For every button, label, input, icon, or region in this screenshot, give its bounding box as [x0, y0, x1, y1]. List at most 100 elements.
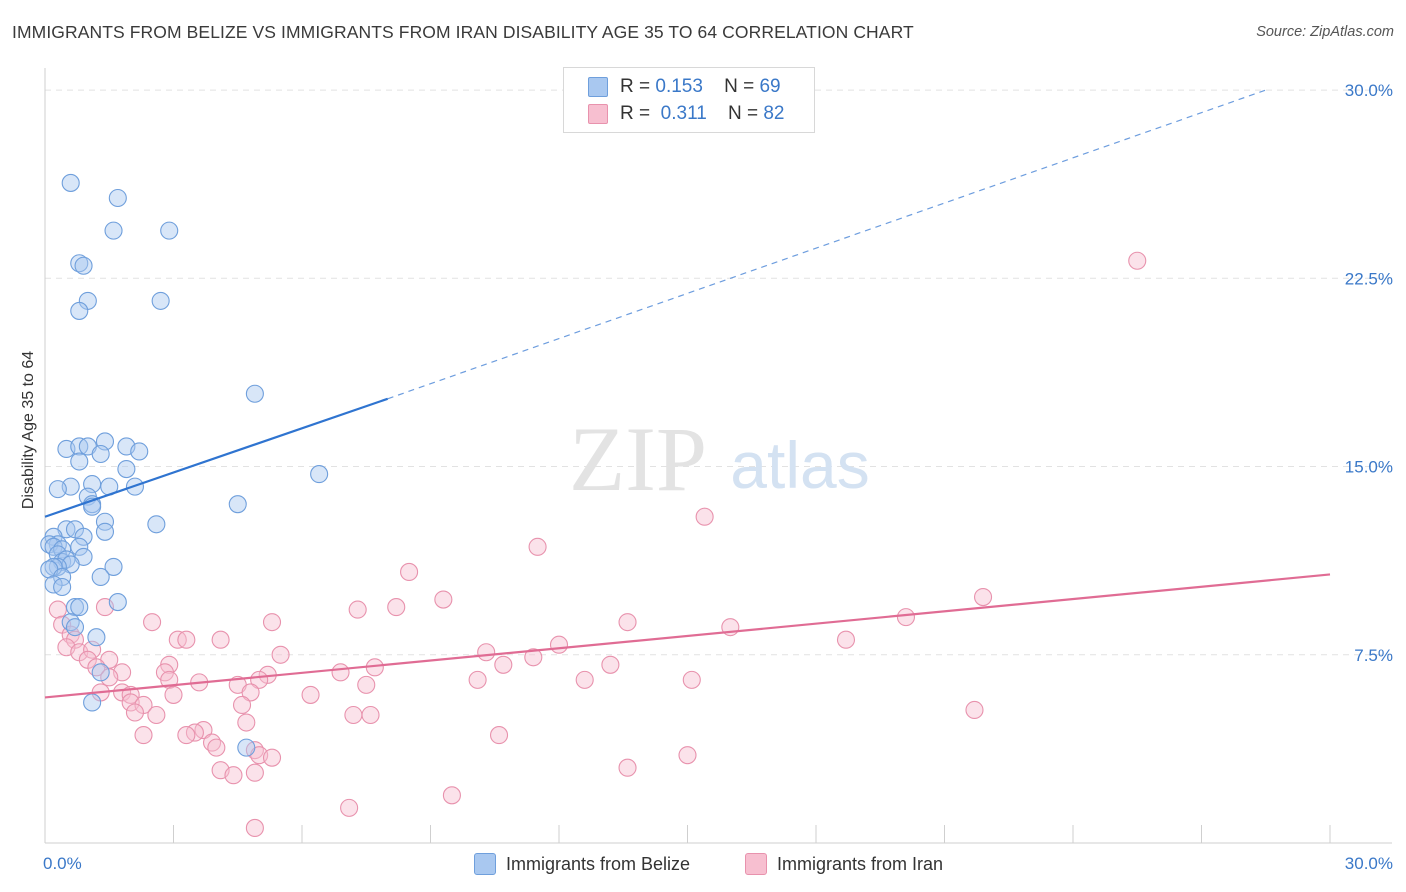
iran-point-2: [528, 537, 547, 556]
iran-legend-label: Immigrants from Iran: [777, 853, 944, 874]
iran-point-23: [477, 643, 496, 662]
iran-point-62: [965, 700, 984, 720]
iran-points: [48, 251, 1147, 837]
belize-point-55: [65, 598, 85, 617]
source-credit: Source: ZipAtlas.com: [1256, 24, 1394, 40]
belize-point-7: [70, 301, 89, 320]
belize-point-29: [95, 512, 115, 531]
trend-lines: [44, 89, 1331, 699]
y-tick-label-0: 7.5%: [1354, 646, 1393, 665]
y-axis-label: Disability Age 35 to 64: [20, 350, 37, 510]
iran-point-53: [241, 683, 260, 702]
iran-point-44: [468, 670, 487, 689]
belize-r-label: R =: [620, 76, 651, 97]
x-tick-label-1: 30.0%: [1345, 854, 1393, 873]
belize-point-62: [237, 738, 256, 757]
iran-point-7: [387, 598, 406, 617]
iran-r-value: 0.311: [660, 103, 707, 124]
correlation-legend: R = 0.153 N = 69 R = 0.311 N = 82: [563, 67, 815, 133]
iran-point-19: [177, 630, 196, 649]
belize-point-19: [310, 465, 329, 484]
iran-point-33: [601, 655, 620, 674]
tick-labels: 7.5% 15.0% 22.5% 30.0% 0.0% 30.0%: [43, 81, 1393, 873]
belize-point-3: [160, 221, 179, 240]
iran-point-40: [100, 668, 119, 687]
legend-row-belize: R = 0.153 N = 69: [588, 74, 781, 100]
gridlines: [45, 89, 1392, 656]
watermark-atlas: atlas: [730, 428, 869, 502]
belize-points: [40, 173, 329, 757]
y-tick-label-3: 30.0%: [1345, 81, 1393, 100]
belize-legend-swatch: [474, 853, 496, 875]
belize-r-value: 0.153: [655, 76, 703, 97]
belize-point-61: [83, 693, 102, 712]
belize-n-value: 69: [759, 76, 781, 97]
iran-trend-line: [44, 573, 1331, 699]
iran-point-46: [682, 670, 701, 689]
belize-point-15: [130, 442, 149, 461]
iran-point-77: [245, 763, 264, 782]
belize-point-1: [108, 188, 127, 208]
iran-n-value: 82: [763, 103, 785, 124]
iran-point-73: [678, 746, 697, 765]
iran-r-label: R =: [620, 103, 651, 124]
belize-trend-line: [44, 397, 389, 518]
iran-point-81: [245, 818, 264, 837]
iran-swatch: [588, 104, 608, 124]
belize-point-8: [151, 291, 170, 310]
iran-point-70: [207, 738, 226, 757]
belize-point-17: [70, 452, 89, 471]
iran-point-6: [348, 600, 367, 619]
watermark-zip: ZIP: [569, 408, 707, 510]
iran-point-67: [134, 726, 153, 745]
iran-point-68: [489, 726, 509, 745]
belize-point-51: [91, 567, 110, 587]
iran-point-32: [494, 655, 513, 674]
iran-point-75: [618, 758, 637, 777]
iran-point-54: [301, 685, 320, 704]
belize-legend-label: Immigrants from Belize: [506, 853, 691, 874]
belize-trend-extension: [387, 89, 1266, 400]
iran-point-57: [232, 695, 252, 715]
iran-point-58: [125, 703, 144, 722]
belize-point-58: [65, 618, 85, 637]
belize-point-16: [91, 444, 110, 464]
iran-point-78: [224, 766, 243, 785]
belize-point-54: [108, 593, 127, 612]
x-tick-label-0: 0.0%: [43, 854, 82, 873]
iran-legend-swatch: [745, 853, 767, 875]
iran-point-80: [340, 798, 359, 817]
belize-point-9: [245, 384, 264, 403]
iran-point-59: [147, 705, 166, 725]
iran-point-22: [549, 635, 569, 654]
iran-point-61: [361, 705, 380, 725]
belize-point-48: [104, 557, 123, 576]
belize-point-59: [87, 628, 106, 647]
belize-swatch: [588, 77, 608, 97]
watermark: ZIP atlas: [569, 408, 870, 510]
belize-point-30: [147, 515, 166, 534]
iran-point-13: [618, 613, 637, 632]
iran-point-4: [973, 587, 993, 607]
iran-point-21: [836, 630, 856, 649]
iran-point-79: [442, 786, 461, 805]
chart-title: IMMIGRANTS FROM BELIZE VS IMMIGRANTS FRO…: [12, 22, 914, 42]
belize-point-33: [95, 522, 115, 541]
belize-point-28: [228, 495, 247, 514]
iran-point-28: [524, 648, 543, 667]
iran-point-66: [177, 726, 196, 745]
iran-n-label: N =: [727, 103, 759, 124]
iran-point-12: [262, 613, 282, 632]
iran-point-52: [164, 685, 183, 704]
iran-point-9: [48, 600, 67, 619]
legend-item-belize: Immigrants from Belize: [474, 851, 690, 877]
iran-point-60: [344, 705, 363, 725]
legend-item-iran: Immigrants from Iran: [745, 851, 943, 877]
belize-point-2: [104, 221, 123, 240]
y-tick-label-2: 22.5%: [1345, 269, 1393, 288]
belize-point-34: [74, 527, 93, 546]
iran-point-5: [434, 590, 453, 609]
iran-point-74: [262, 748, 282, 767]
axes: [44, 68, 1392, 844]
